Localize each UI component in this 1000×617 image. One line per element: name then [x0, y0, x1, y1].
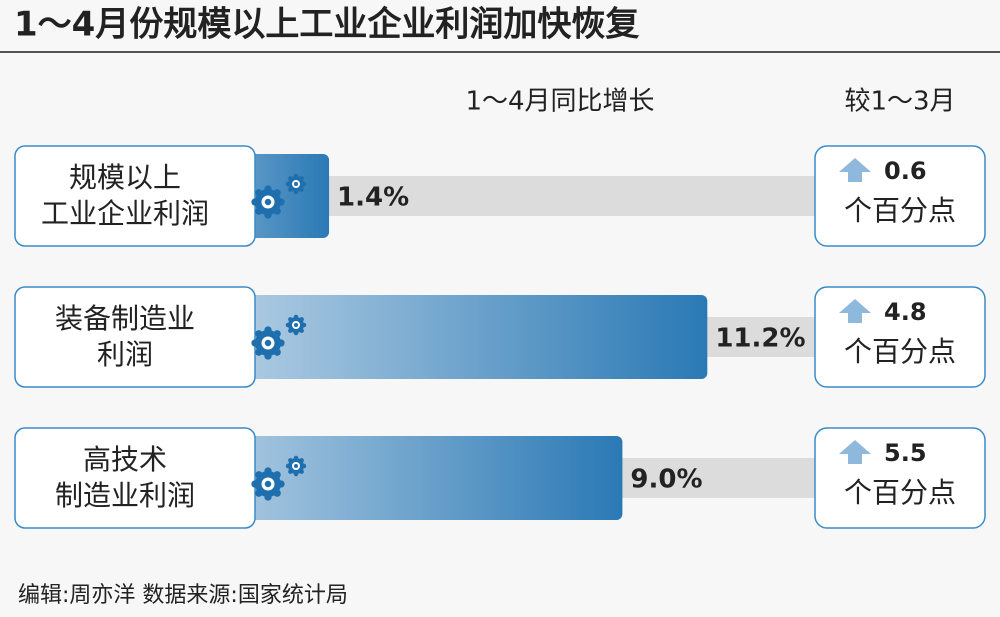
change-value: 4.8	[884, 298, 927, 326]
change-header: 较1～3月	[844, 87, 955, 117]
change-value: 0.6	[884, 157, 927, 185]
gear-icon	[285, 314, 307, 336]
category-label: 规模以上 工业企业利润	[40, 161, 209, 230]
gear-icon	[285, 455, 307, 477]
gear-core	[264, 480, 272, 488]
change-unit: 个百分点	[844, 476, 956, 509]
change-unit: 个百分点	[844, 335, 956, 368]
gear-icon	[251, 326, 285, 360]
footer: 编辑:周亦洋 数据来源:国家统计局	[18, 583, 348, 608]
change-value: 5.5	[884, 439, 927, 467]
value-label: 11.2%	[715, 324, 805, 354]
gear-core	[264, 198, 272, 206]
gear-icon	[251, 467, 285, 501]
up-arrow	[839, 158, 871, 182]
change-unit: 个百分点	[844, 194, 956, 227]
category-box	[14, 286, 256, 388]
category-label: 装备制造业 利润	[54, 302, 195, 371]
value-header: 1～4月同比增长	[465, 87, 654, 117]
gear-core	[294, 323, 298, 327]
up-arrow	[839, 440, 871, 464]
category-label: 高技术 制造业利润	[54, 443, 195, 512]
value-label: 9.0%	[630, 465, 702, 495]
category-box	[14, 427, 256, 529]
chart-title: 1～4月份规模以上工业企业利润加快恢复	[14, 5, 639, 45]
gear-icon	[251, 185, 285, 219]
up-arrow	[839, 299, 871, 323]
gear-core	[264, 339, 272, 347]
track	[270, 176, 818, 216]
gear-core	[294, 182, 298, 186]
gear-core	[294, 464, 298, 468]
value-label: 1.4%	[337, 183, 409, 213]
category-box	[14, 145, 256, 247]
gear-icon	[285, 173, 307, 195]
